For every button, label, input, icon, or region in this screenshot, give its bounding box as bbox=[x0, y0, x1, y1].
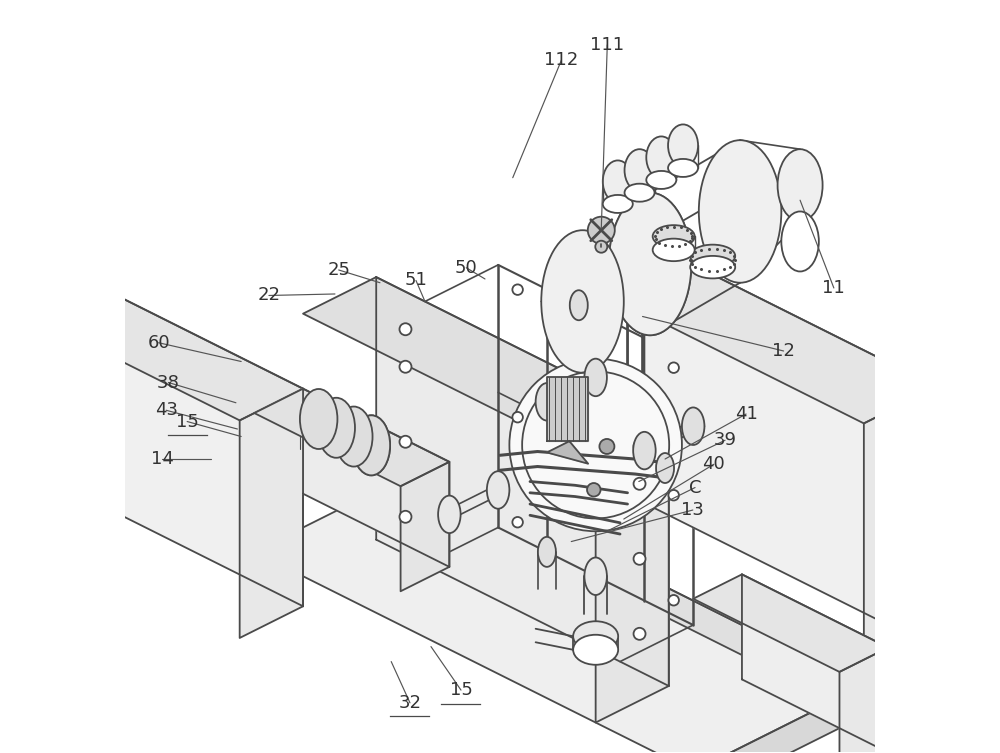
Ellipse shape bbox=[573, 635, 618, 665]
Ellipse shape bbox=[300, 389, 337, 449]
Ellipse shape bbox=[781, 212, 819, 272]
Circle shape bbox=[399, 361, 411, 373]
Ellipse shape bbox=[570, 290, 588, 320]
Ellipse shape bbox=[584, 557, 607, 595]
Circle shape bbox=[399, 511, 411, 523]
Polygon shape bbox=[10, 242, 303, 606]
Circle shape bbox=[512, 412, 523, 422]
Circle shape bbox=[599, 439, 614, 454]
Circle shape bbox=[634, 441, 646, 453]
Circle shape bbox=[509, 358, 682, 531]
Text: 32: 32 bbox=[398, 694, 421, 712]
Polygon shape bbox=[376, 277, 669, 686]
Ellipse shape bbox=[438, 495, 461, 533]
Text: 15: 15 bbox=[450, 681, 472, 699]
Ellipse shape bbox=[668, 159, 698, 177]
Polygon shape bbox=[303, 277, 669, 460]
Ellipse shape bbox=[335, 407, 373, 467]
Circle shape bbox=[399, 436, 411, 448]
Ellipse shape bbox=[625, 149, 655, 191]
Text: 50: 50 bbox=[455, 259, 478, 276]
Ellipse shape bbox=[603, 160, 633, 203]
Ellipse shape bbox=[653, 239, 695, 261]
Text: 15: 15 bbox=[176, 413, 199, 431]
Circle shape bbox=[634, 628, 646, 640]
Ellipse shape bbox=[646, 171, 676, 189]
Circle shape bbox=[512, 285, 523, 295]
Polygon shape bbox=[547, 441, 588, 464]
Text: C: C bbox=[689, 479, 701, 496]
Text: 112: 112 bbox=[544, 51, 579, 69]
Ellipse shape bbox=[487, 471, 509, 509]
Ellipse shape bbox=[573, 621, 618, 651]
Polygon shape bbox=[571, 240, 937, 423]
Ellipse shape bbox=[690, 256, 735, 279]
Polygon shape bbox=[644, 240, 937, 649]
Text: 13: 13 bbox=[681, 501, 704, 519]
Ellipse shape bbox=[353, 416, 390, 475]
Text: 12: 12 bbox=[772, 342, 795, 360]
Polygon shape bbox=[693, 686, 864, 753]
Circle shape bbox=[668, 362, 679, 373]
Ellipse shape bbox=[536, 383, 558, 421]
Polygon shape bbox=[547, 377, 588, 441]
Polygon shape bbox=[303, 389, 449, 567]
Polygon shape bbox=[839, 648, 888, 753]
Text: 25: 25 bbox=[327, 261, 350, 279]
Ellipse shape bbox=[778, 149, 823, 221]
Circle shape bbox=[588, 217, 615, 244]
Circle shape bbox=[595, 241, 607, 253]
Text: 22: 22 bbox=[257, 286, 280, 304]
Text: 14: 14 bbox=[151, 450, 174, 468]
Polygon shape bbox=[596, 423, 669, 723]
Ellipse shape bbox=[353, 416, 390, 475]
Circle shape bbox=[634, 478, 646, 489]
Text: 60: 60 bbox=[147, 334, 170, 352]
Ellipse shape bbox=[646, 136, 676, 178]
Ellipse shape bbox=[668, 124, 698, 166]
Polygon shape bbox=[693, 575, 888, 672]
Ellipse shape bbox=[690, 245, 735, 267]
Text: 51: 51 bbox=[405, 272, 427, 289]
Polygon shape bbox=[864, 387, 937, 686]
Circle shape bbox=[399, 323, 411, 335]
Ellipse shape bbox=[603, 195, 633, 213]
Text: 11: 11 bbox=[822, 279, 845, 297]
Ellipse shape bbox=[633, 431, 656, 469]
Ellipse shape bbox=[584, 358, 607, 396]
Text: 38: 38 bbox=[157, 373, 180, 392]
Polygon shape bbox=[254, 467, 864, 753]
Circle shape bbox=[634, 553, 646, 565]
Ellipse shape bbox=[609, 193, 691, 335]
Text: 43: 43 bbox=[155, 401, 178, 419]
Ellipse shape bbox=[656, 453, 674, 483]
Polygon shape bbox=[254, 389, 449, 486]
Ellipse shape bbox=[538, 537, 556, 567]
Text: 40: 40 bbox=[702, 456, 725, 474]
Text: 41: 41 bbox=[735, 405, 758, 423]
Circle shape bbox=[587, 483, 601, 496]
Polygon shape bbox=[742, 575, 888, 752]
Polygon shape bbox=[0, 242, 303, 420]
Circle shape bbox=[668, 595, 679, 605]
Ellipse shape bbox=[317, 398, 355, 458]
Text: 39: 39 bbox=[714, 431, 737, 450]
Ellipse shape bbox=[682, 407, 704, 445]
Circle shape bbox=[668, 490, 679, 501]
Polygon shape bbox=[401, 462, 449, 591]
Polygon shape bbox=[240, 389, 303, 638]
Polygon shape bbox=[425, 467, 864, 716]
Ellipse shape bbox=[541, 230, 624, 373]
Ellipse shape bbox=[653, 225, 695, 248]
Ellipse shape bbox=[699, 140, 781, 282]
Circle shape bbox=[512, 517, 523, 528]
Ellipse shape bbox=[609, 193, 691, 335]
Ellipse shape bbox=[625, 184, 655, 202]
Text: 111: 111 bbox=[590, 36, 624, 54]
